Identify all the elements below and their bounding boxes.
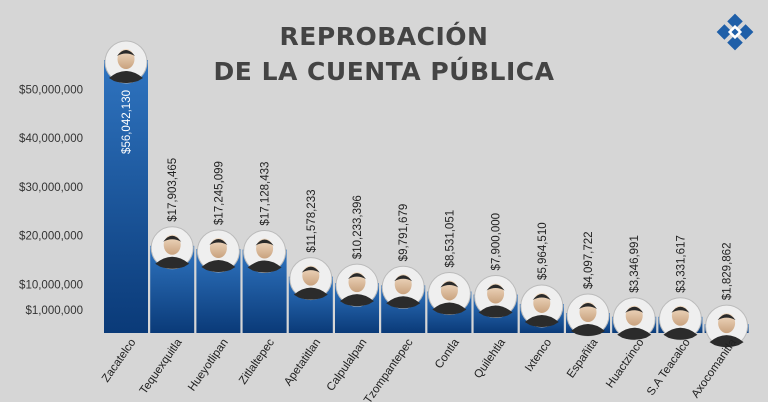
y-tick-label: $30,000,000: [19, 182, 83, 194]
chart-title-line-1: REPROBACIÓN: [279, 22, 489, 51]
value-label: $17,903,465: [167, 158, 179, 222]
official-photo-avatar: [566, 293, 610, 337]
official-photo-avatar: [427, 271, 471, 315]
official-photo-avatar: [196, 229, 240, 273]
value-label: $5,964,510: [537, 222, 549, 280]
official-photo-avatar: [474, 275, 518, 319]
value-label: $17,245,099: [213, 161, 225, 225]
y-tick-label: $50,000,000: [19, 84, 83, 96]
value-label: $7,900,000: [491, 213, 503, 271]
category-label: Contla: [433, 336, 462, 371]
value-label: $11,578,233: [306, 189, 318, 252]
chart-title-line-2: DE LA CUENTA PÚBLICA: [213, 57, 555, 86]
official-photo-avatar: [104, 40, 148, 84]
official-photo-avatar: [289, 257, 333, 301]
official-photo-avatar: [520, 284, 564, 328]
value-label: $10,233,396: [352, 195, 364, 259]
category-label: Tequexquitla: [138, 336, 185, 396]
category-label: Huactzinco: [604, 337, 646, 390]
official-photo-avatar: [150, 226, 194, 270]
value-label: $4,097,722: [583, 231, 595, 289]
y-tick-label: $1,000,000: [25, 305, 83, 317]
official-photo-avatar: [243, 230, 287, 274]
category-label: Quilehtla: [472, 336, 508, 381]
category-label: Tzompantepec: [362, 337, 416, 402]
official-photo-avatar: [335, 263, 379, 307]
official-photo-avatar: [705, 304, 749, 348]
category-label: Españita: [565, 336, 601, 380]
bar-zacatelco: [104, 60, 148, 333]
logo-icon: [716, 13, 754, 51]
value-label: $1,829,862: [722, 243, 734, 301]
value-label: $56,042,130: [121, 90, 133, 154]
y-tick-label: $10,000,000: [19, 279, 83, 291]
category-label: Zitlaltepec: [237, 337, 277, 387]
category-label: Calpulalpan: [325, 337, 370, 394]
category-label: Axocomanitla: [690, 336, 740, 400]
value-label: $3,331,617: [675, 235, 687, 293]
value-label: $8,531,051: [444, 210, 456, 268]
value-label: $9,791,679: [398, 204, 410, 262]
official-photo-avatar: [612, 297, 656, 341]
official-photo-avatar: [381, 265, 425, 309]
category-label: Hueyotlipan: [186, 337, 231, 394]
value-label: $17,128,433: [260, 162, 272, 226]
category-label: S.A Teacalco: [645, 337, 693, 398]
category-label: Ixtenco: [523, 337, 554, 374]
y-tick-label: $40,000,000: [19, 133, 83, 145]
value-label: $3,346,991: [629, 235, 641, 293]
official-photo-avatar: [658, 297, 702, 341]
category-label: Zacatelco: [100, 337, 138, 385]
y-tick-label: $20,000,000: [19, 231, 83, 243]
category-label: Apetatitlan: [282, 337, 323, 388]
